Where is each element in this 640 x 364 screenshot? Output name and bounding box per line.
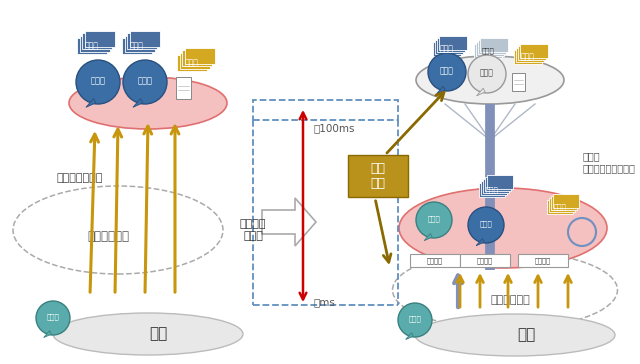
Text: 実行基盤: 実行基盤: [477, 257, 493, 264]
Polygon shape: [436, 86, 445, 94]
Text: データ: データ: [440, 44, 454, 54]
Bar: [478, 40, 506, 54]
Polygon shape: [44, 331, 51, 337]
Text: 端末: 端末: [517, 328, 535, 343]
Bar: [182, 50, 212, 66]
Bar: [122, 38, 152, 54]
Circle shape: [428, 53, 466, 91]
Text: データ: データ: [130, 41, 144, 51]
Bar: [516, 48, 544, 62]
Text: データ: データ: [554, 204, 566, 210]
Text: アプリ: アプリ: [428, 216, 440, 222]
Bar: [433, 42, 461, 56]
Text: データ: データ: [482, 48, 494, 54]
Ellipse shape: [53, 313, 243, 355]
Text: ネットワーク: ネットワーク: [490, 295, 530, 305]
Text: アプリ: アプリ: [90, 76, 106, 86]
Circle shape: [468, 55, 506, 93]
Bar: [549, 198, 575, 212]
Text: 分散
処理: 分散 処理: [371, 162, 385, 190]
Ellipse shape: [399, 188, 607, 268]
Bar: [77, 38, 107, 54]
Polygon shape: [424, 233, 432, 241]
Ellipse shape: [415, 314, 615, 356]
Bar: [547, 200, 573, 214]
Circle shape: [398, 303, 432, 337]
Bar: [129, 31, 159, 47]
Bar: [127, 33, 157, 49]
Bar: [480, 38, 508, 52]
Bar: [481, 181, 507, 195]
Bar: [179, 52, 209, 68]
Bar: [348, 155, 408, 197]
Bar: [460, 254, 510, 267]
Text: アプリ: アプリ: [479, 221, 492, 228]
Bar: [511, 73, 525, 91]
Text: 実行基盤: 実行基盤: [427, 257, 443, 264]
Bar: [184, 47, 214, 63]
Circle shape: [123, 60, 167, 104]
Text: アプリ: アプリ: [480, 68, 494, 78]
Text: アプリ: アプリ: [47, 314, 60, 320]
Bar: [474, 44, 502, 58]
Circle shape: [36, 301, 70, 335]
Text: データ: データ: [85, 41, 99, 51]
Text: ネットワーク: ネットワーク: [87, 230, 129, 244]
Bar: [175, 77, 191, 99]
Bar: [439, 36, 467, 50]
Ellipse shape: [69, 77, 227, 129]
Bar: [435, 40, 463, 54]
Circle shape: [416, 202, 452, 238]
Bar: [82, 33, 112, 49]
Bar: [410, 254, 460, 267]
Polygon shape: [86, 99, 96, 107]
Bar: [79, 36, 109, 51]
Circle shape: [76, 60, 120, 104]
Bar: [84, 31, 115, 47]
Text: エッジ
コンピューティング: エッジ コンピューティング: [583, 151, 636, 173]
Polygon shape: [406, 333, 413, 340]
Bar: [479, 183, 505, 197]
Polygon shape: [133, 99, 143, 107]
Bar: [125, 36, 154, 51]
Bar: [487, 175, 513, 189]
Text: 端末: 端末: [149, 327, 167, 341]
Bar: [518, 46, 546, 60]
Bar: [483, 179, 509, 193]
Bar: [177, 55, 207, 71]
Bar: [253, 100, 398, 120]
Text: アプリ: アプリ: [408, 316, 421, 323]
Text: より高速
に処理: より高速 に処理: [240, 219, 266, 241]
Bar: [476, 42, 504, 56]
Bar: [518, 254, 568, 267]
Polygon shape: [262, 198, 316, 246]
Text: アプリ: アプリ: [440, 67, 454, 76]
Bar: [437, 38, 465, 52]
Bar: [553, 194, 579, 208]
Text: データ: データ: [185, 59, 199, 67]
Polygon shape: [476, 238, 484, 246]
Text: 実行基盤: 実行基盤: [535, 257, 551, 264]
Text: データ: データ: [486, 187, 499, 193]
Text: アプリ: アプリ: [138, 76, 152, 86]
Bar: [520, 44, 548, 58]
Bar: [485, 177, 511, 191]
Polygon shape: [477, 88, 485, 96]
Bar: [514, 50, 542, 64]
Text: インターネット: インターネット: [57, 173, 103, 183]
Text: データ: データ: [521, 52, 535, 62]
Ellipse shape: [416, 56, 564, 104]
Circle shape: [468, 207, 504, 243]
Bar: [551, 196, 577, 210]
Text: 数ms: 数ms: [313, 297, 335, 307]
Text: 数100ms: 数100ms: [313, 123, 355, 133]
